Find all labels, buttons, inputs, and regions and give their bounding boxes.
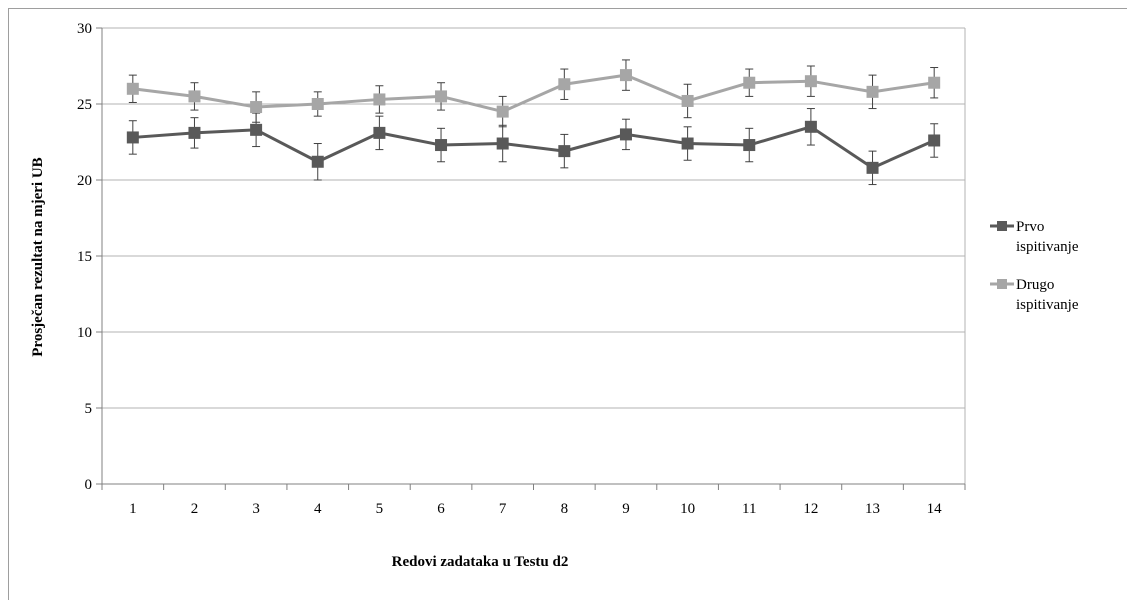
- data-point: [188, 126, 201, 139]
- legend-marker: [997, 279, 1007, 289]
- series-line: [132, 73, 935, 114]
- x-tick-label: 14: [927, 501, 943, 517]
- series-2: [126, 59, 941, 128]
- y-tick-label: 30: [77, 21, 92, 37]
- legend-marker: [997, 221, 1007, 231]
- x-tick-label: 2: [191, 501, 199, 517]
- x-tick-label: 10: [680, 501, 695, 517]
- data-point: [250, 101, 263, 114]
- x-tick-label: 6: [437, 501, 445, 517]
- data-point: [126, 131, 139, 144]
- series-layer: [126, 59, 941, 186]
- y-tick-label: 5: [85, 401, 93, 417]
- x-tick-label: 3: [252, 501, 260, 517]
- y-axis-title: Prosječan rezultat na mjeri UB: [30, 157, 46, 356]
- data-point: [250, 123, 263, 136]
- data-point: [188, 90, 201, 103]
- x-tick-label: 5: [376, 501, 384, 517]
- data-point: [743, 139, 756, 152]
- x-axis-title: Redovi zadataka u Testu d2: [392, 554, 569, 570]
- x-tick-label: 4: [314, 501, 322, 517]
- data-point: [619, 69, 632, 82]
- data-point: [558, 78, 571, 91]
- data-point: [435, 90, 448, 103]
- legend-item-2: Drugo ispitivanje: [990, 277, 1079, 313]
- x-tick-label: 8: [561, 501, 569, 517]
- legend-item-1: Prvo ispitivanje: [990, 219, 1079, 255]
- series-line: [132, 125, 935, 170]
- data-point: [619, 128, 632, 141]
- legend-label: ispitivanje: [1016, 239, 1079, 255]
- data-point: [743, 76, 756, 89]
- legend-label: Drugo: [1016, 277, 1054, 293]
- data-point: [496, 105, 509, 118]
- data-point: [804, 75, 817, 88]
- legend-label: Prvo: [1016, 219, 1044, 235]
- data-point: [558, 145, 571, 158]
- data-point: [681, 137, 694, 150]
- data-point: [311, 155, 324, 168]
- data-point: [373, 93, 386, 106]
- chart-frame: [8, 8, 1127, 600]
- x-tick-label: 13: [865, 501, 880, 517]
- y-tick-label: 0: [85, 477, 93, 493]
- data-point: [496, 137, 509, 150]
- data-point: [928, 76, 941, 89]
- data-point: [866, 161, 879, 174]
- x-tick-label: 1: [129, 501, 137, 517]
- data-point: [311, 98, 324, 110]
- y-tick-label: 25: [77, 97, 92, 113]
- data-point: [866, 85, 879, 98]
- x-tick-label: 9: [622, 501, 630, 517]
- data-point: [126, 82, 139, 95]
- y-tick-label: 15: [77, 249, 92, 265]
- data-point: [373, 126, 386, 139]
- legend-label: ispitivanje: [1016, 297, 1079, 313]
- legend: Prvo ispitivanje Drugo ispitivanje: [990, 219, 1079, 313]
- y-tick-label: 20: [77, 173, 92, 189]
- series-1: [126, 108, 941, 186]
- x-tick-label: 11: [742, 501, 756, 517]
- x-tick-label: 12: [803, 501, 818, 517]
- data-point: [681, 94, 694, 107]
- x-tick-label: 7: [499, 501, 507, 517]
- gridlines: [102, 27, 966, 484]
- y-tick-label: 10: [77, 325, 92, 341]
- data-point: [804, 120, 817, 133]
- data-point: [435, 139, 448, 152]
- data-point: [928, 134, 941, 147]
